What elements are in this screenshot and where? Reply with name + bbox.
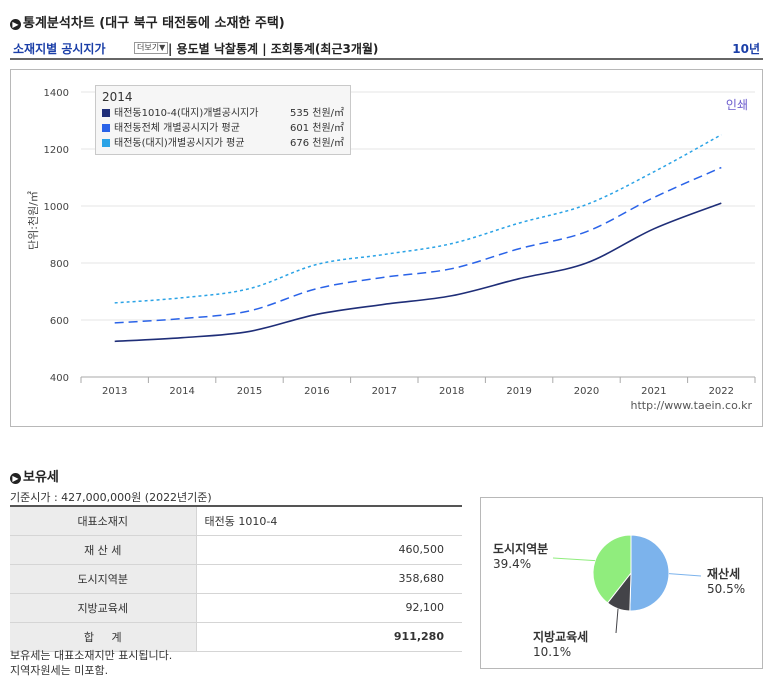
y-axis-label: 단위:천원/㎡ <box>27 191 40 250</box>
pie-slice-property-tax[interactable] <box>629 534 670 612</box>
chart-tooltip-legend: 2014 태전동1010-4(대지)개별공시지가 535 천원/㎡ 태전동전체 개… <box>95 85 351 155</box>
tab-official-price[interactable]: 소재지별 공시지가 <box>13 42 106 56</box>
legend-row: 태전동전체 개별공시지가 평균 601 천원/㎡ <box>102 121 344 136</box>
table-header-cell: 재 산 세 <box>10 535 197 565</box>
x-tick-label: 2016 <box>304 386 329 397</box>
pie-connector-line <box>668 573 702 577</box>
table-row: 대표소재지 태전동 1010-4 <box>10 505 462 536</box>
pie-label-education-tax: 지방교육세 10.1% <box>533 630 589 659</box>
legend-row: 태전동1010-4(대지)개별공시지가 535 천원/㎡ <box>102 106 344 121</box>
table-header-cell: 지방교육세 <box>10 593 197 623</box>
y-tick-label: 800 <box>50 259 69 270</box>
pie-connector-line <box>552 557 596 562</box>
tax-section-title: ▶ 보유세 <box>10 466 59 485</box>
x-tick-label: 2013 <box>102 386 127 397</box>
legend-swatch <box>102 124 110 132</box>
table-row: 지방교육세 92,100 <box>10 593 462 623</box>
pie-label-urban-tax: 도시지역분 39.4% <box>493 542 549 571</box>
table-header-cell: 합 계 <box>10 622 197 652</box>
legend-year: 2014 <box>102 90 133 104</box>
table-value-cell: 911,280 <box>196 622 462 652</box>
period-selector[interactable]: 10년 <box>732 42 760 56</box>
pie-label-property-tax: 재산세 50.5% <box>707 567 746 596</box>
table-row: 재 산 세 460,500 <box>10 535 462 565</box>
price-chart: 400 600 800 1000 1200 1400 2013 2014 2015 2016 201… <box>10 69 763 427</box>
table-header-cell: 대표소재지 <box>10 505 197 536</box>
more-button[interactable]: 더보기▼ <box>134 42 169 54</box>
y-tick-label: 400 <box>50 373 69 384</box>
x-tick-label: 2020 <box>574 386 599 397</box>
tax-note: 지역자원세는 미포함. <box>10 664 109 677</box>
x-tick-label: 2019 <box>506 386 531 397</box>
table-value-cell: 태전동 1010-4 <box>196 505 462 536</box>
tax-table: 대표소재지 태전동 1010-4 재 산 세 460,500 도시지역분 358… <box>10 505 462 652</box>
table-row: 도시지역분 358,680 <box>10 564 462 594</box>
tax-note: 보유세는 대표소재지만 표시됩니다. <box>10 649 173 662</box>
x-tick-label: 2015 <box>237 386 262 397</box>
legend-swatch <box>102 139 110 147</box>
tab-bar: 소재지별 공시지가 더보기▼ | 용도별 낙찰통계 | 조회통계(최근3개월) … <box>10 36 763 60</box>
source-credit: http://www.taein.co.kr <box>630 399 753 412</box>
y-tick-label: 1000 <box>44 202 69 213</box>
legend-row: 태전동(대지)개별공시지가 평균 676 천원/㎡ <box>102 136 344 151</box>
tab-other-stats[interactable]: | 용도별 낙찰통계 | 조회통계(최근3개월) <box>168 42 379 56</box>
page-title: ▶ 통계분석차트 (대구 북구 태전동에 소재한 주택) <box>10 12 285 31</box>
pie-connector-line <box>615 608 619 634</box>
table-value-cell: 92,100 <box>196 593 462 623</box>
y-tick-label: 1200 <box>44 145 69 156</box>
arrow-right-icon: ▶ <box>10 473 21 484</box>
y-tick-label: 600 <box>50 316 69 327</box>
series-line-1 <box>114 202 722 343</box>
x-tick-label: 2022 <box>709 386 734 397</box>
table-value-cell: 358,680 <box>196 564 462 594</box>
base-price-text: 기준시가 : 427,000,000원 (2022년기준) <box>10 491 212 504</box>
pie-slice-urban-tax[interactable] <box>592 534 632 604</box>
print-button[interactable]: 인쇄 <box>725 98 748 112</box>
arrow-right-icon: ▶ <box>10 19 21 30</box>
pie-chart-svg <box>552 534 702 634</box>
x-tick-label: 2014 <box>169 386 194 397</box>
table-row-total: 합 계 911,280 <box>10 622 462 652</box>
series-line-3 <box>114 134 722 304</box>
table-header-cell: 도시지역분 <box>10 564 197 594</box>
y-tick-label: 1400 <box>44 88 69 99</box>
x-tick-label: 2017 <box>372 386 397 397</box>
series-line-2 <box>114 166 722 324</box>
tax-pie-chart: 재산세 50.5% 지방교육세 10.1% 도시지역분 39.4% <box>480 497 763 669</box>
x-tick-label: 2018 <box>439 386 464 397</box>
x-tick-label: 2021 <box>641 386 666 397</box>
table-value-cell: 460,500 <box>196 535 462 565</box>
legend-swatch <box>102 109 110 117</box>
